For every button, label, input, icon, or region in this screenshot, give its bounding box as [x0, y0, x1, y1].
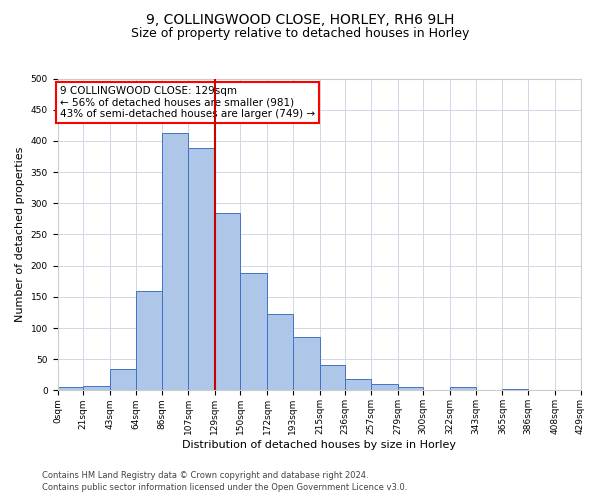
- X-axis label: Distribution of detached houses by size in Horley: Distribution of detached houses by size …: [182, 440, 456, 450]
- Bar: [293, 338, 320, 390]
- Text: Size of property relative to detached houses in Horley: Size of property relative to detached ho…: [131, 28, 469, 40]
- Text: 9 COLLINGWOOD CLOSE: 129sqm
← 56% of detached houses are smaller (981)
43% of se: 9 COLLINGWOOD CLOSE: 129sqm ← 56% of det…: [60, 86, 315, 119]
- Text: 9, COLLINGWOOD CLOSE, HORLEY, RH6 9LH: 9, COLLINGWOOD CLOSE, HORLEY, RH6 9LH: [146, 12, 454, 26]
- Bar: [267, 314, 293, 390]
- Bar: [83, 386, 110, 390]
- Bar: [110, 368, 136, 390]
- Bar: [450, 388, 476, 390]
- Text: Contains public sector information licensed under the Open Government Licence v3: Contains public sector information licen…: [42, 484, 407, 492]
- Bar: [502, 389, 528, 390]
- Y-axis label: Number of detached properties: Number of detached properties: [15, 147, 25, 322]
- Bar: [188, 148, 215, 390]
- Text: Contains HM Land Registry data © Crown copyright and database right 2024.: Contains HM Land Registry data © Crown c…: [42, 471, 368, 480]
- Bar: [58, 388, 83, 390]
- Bar: [371, 384, 398, 390]
- Bar: [215, 212, 241, 390]
- Bar: [345, 378, 371, 390]
- Bar: [241, 273, 267, 390]
- Bar: [398, 386, 423, 390]
- Bar: [163, 134, 188, 390]
- Bar: [136, 290, 163, 390]
- Bar: [320, 366, 345, 390]
